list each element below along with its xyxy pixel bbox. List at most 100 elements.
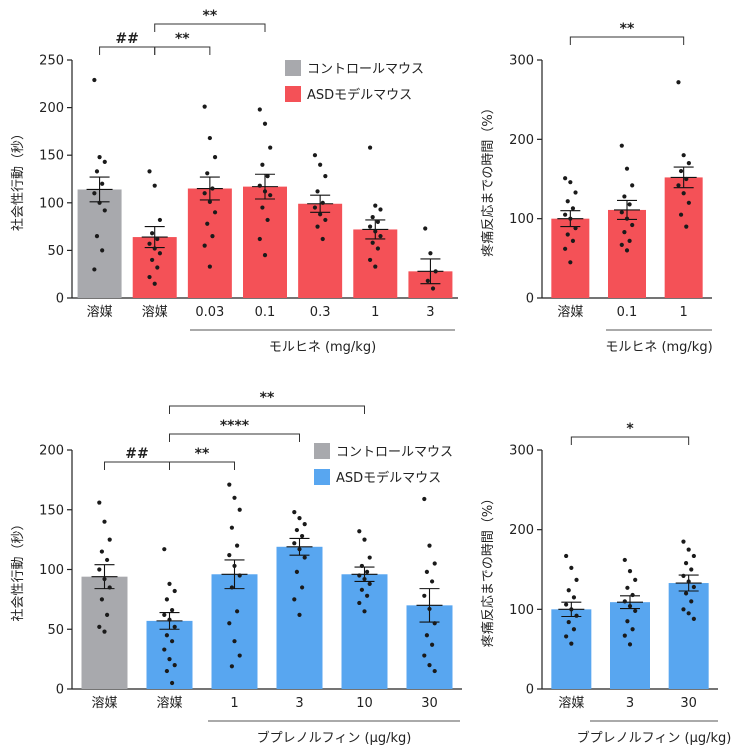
data-point — [167, 657, 172, 662]
data-point — [362, 576, 367, 582]
data-point — [100, 248, 105, 253]
data-point — [422, 496, 427, 502]
bar — [551, 609, 592, 689]
data-point — [268, 145, 273, 150]
x-tick-label: 3 — [426, 305, 434, 320]
data-point — [107, 585, 112, 590]
data-point — [619, 143, 624, 148]
y-tick-label: 200 — [509, 523, 534, 538]
data-point — [315, 224, 320, 229]
y-tick-label: 0 — [526, 292, 534, 307]
data-point — [302, 555, 307, 560]
data-point — [164, 597, 169, 602]
significance-label: ** — [260, 390, 275, 406]
data-point — [565, 199, 570, 204]
data-point — [373, 229, 378, 234]
data-point — [265, 174, 270, 179]
x-tick-label: 0.3 — [310, 305, 331, 320]
y-tick-label: 250 — [39, 54, 64, 69]
data-point — [102, 159, 107, 164]
data-point — [370, 240, 375, 245]
data-point — [678, 168, 684, 174]
data-point — [162, 612, 167, 618]
data-point — [427, 606, 432, 612]
data-point — [212, 210, 218, 215]
significance-label: ** — [620, 21, 635, 37]
data-point — [681, 607, 686, 612]
data-point — [292, 597, 297, 602]
data-point — [172, 588, 177, 594]
significance-bracket — [99, 46, 156, 55]
data-point — [357, 600, 362, 606]
data-point — [686, 200, 691, 205]
bar — [664, 177, 703, 298]
data-point — [152, 246, 157, 251]
x-tick-label: 1 — [371, 305, 379, 320]
data-point — [232, 563, 237, 569]
data-point — [630, 222, 635, 228]
data-point — [107, 537, 112, 542]
data-point — [162, 547, 167, 552]
bar — [211, 574, 258, 689]
data-point — [359, 587, 364, 592]
bar — [608, 209, 646, 298]
data-point — [630, 592, 635, 598]
bar — [276, 546, 323, 689]
x-tick-label: 10 — [356, 696, 373, 711]
x-tick-label: 1 — [680, 305, 688, 320]
data-point — [227, 553, 232, 558]
data-point — [422, 593, 427, 598]
x-tick-label: 0.1 — [617, 305, 638, 320]
data-point — [622, 557, 627, 563]
data-point — [257, 107, 262, 112]
data-point — [564, 553, 569, 559]
bar — [668, 583, 709, 689]
data-point — [205, 221, 210, 226]
x-tick-label: 0.03 — [195, 305, 224, 320]
data-point — [378, 234, 383, 239]
y-tick-label: 0 — [526, 683, 534, 698]
data-point — [105, 612, 110, 618]
data-point — [686, 579, 691, 584]
x-tick-label: 溶媒 — [557, 305, 583, 320]
data-point — [574, 613, 579, 618]
data-point — [686, 547, 691, 552]
y-tick-label: 0 — [56, 292, 64, 307]
legend-label: ASDモデルマウス — [307, 87, 412, 103]
data-point — [619, 210, 624, 215]
data-point — [302, 521, 307, 527]
significance-bracket — [154, 23, 266, 32]
legend-swatch — [314, 443, 330, 459]
y-tick-label: 150 — [39, 503, 64, 518]
dose-group-label: ブプレノルフィン (μg/kg) — [257, 730, 412, 746]
data-point — [232, 495, 237, 500]
data-point — [563, 246, 568, 251]
x-tick-label: 溶媒 — [142, 305, 168, 320]
data-point — [102, 208, 107, 213]
significance-label: **** — [220, 418, 250, 434]
data-point — [422, 653, 427, 658]
significance-label: ** — [195, 446, 210, 462]
data-point — [430, 642, 435, 647]
y-tick-label: 100 — [509, 212, 534, 227]
data-point — [262, 189, 268, 194]
data-point — [260, 162, 265, 167]
data-point — [432, 561, 437, 566]
data-point — [367, 145, 373, 150]
data-point — [367, 257, 373, 263]
significance-label: ## — [125, 446, 148, 462]
data-point — [569, 641, 574, 646]
data-point — [297, 547, 302, 552]
data-point — [563, 176, 568, 181]
bar — [243, 186, 287, 298]
bar — [551, 218, 590, 298]
data-point — [105, 557, 110, 563]
data-point — [689, 599, 694, 604]
significance-label: * — [626, 421, 634, 437]
data-point — [205, 171, 210, 176]
data-point — [691, 616, 696, 621]
data-point — [94, 169, 100, 174]
data-point — [362, 609, 367, 614]
data-point — [633, 608, 638, 614]
legend-label: ASDモデルマウス — [336, 470, 441, 486]
